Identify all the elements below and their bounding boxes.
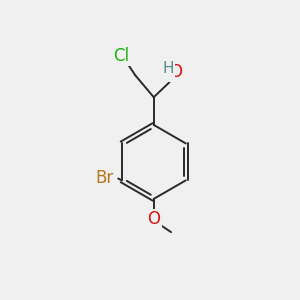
Text: Br: Br (96, 169, 114, 187)
Text: O: O (147, 210, 160, 228)
Text: H: H (162, 61, 174, 76)
Text: Cl: Cl (113, 47, 130, 65)
Text: O: O (169, 63, 182, 81)
